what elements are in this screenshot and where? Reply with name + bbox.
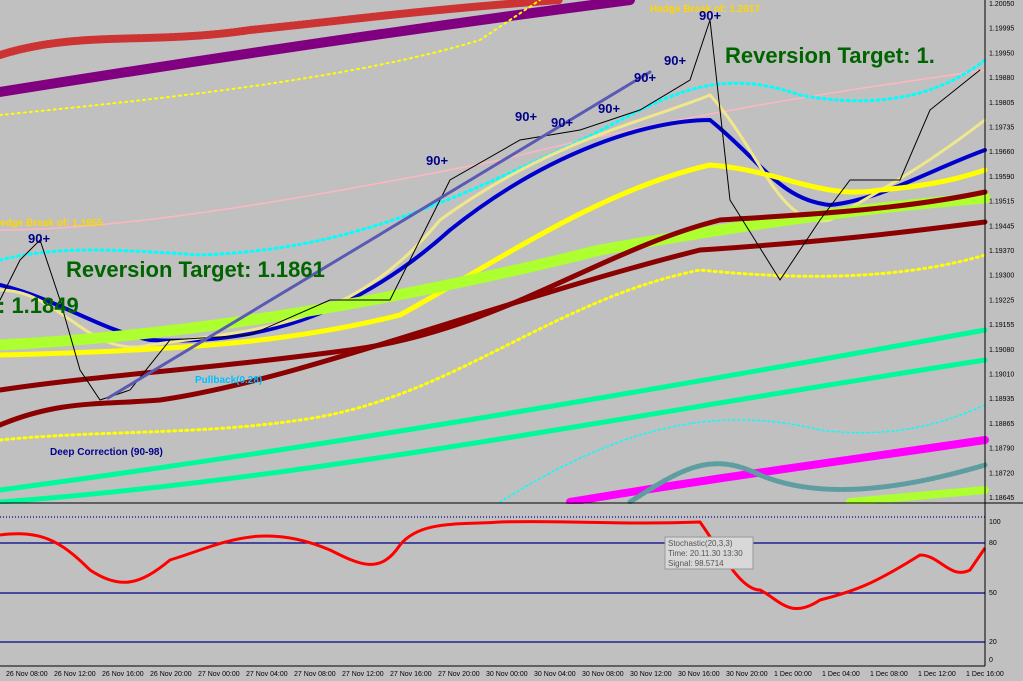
time-label: 1 Dec 12:00 bbox=[918, 671, 956, 678]
price-label: 1.19300 bbox=[989, 273, 1014, 280]
price-label: 1.20050 bbox=[989, 1, 1014, 8]
oscillator-pane bbox=[0, 504, 985, 666]
time-label: 27 Nov 12:00 bbox=[342, 671, 384, 678]
signal-mark: 90+ bbox=[426, 153, 448, 168]
time-label: 27 Nov 00:00 bbox=[198, 671, 240, 678]
price-label: 1.19080 bbox=[989, 347, 1014, 354]
price-label: 1.19370 bbox=[989, 248, 1014, 255]
time-label: 1 Dec 04:00 bbox=[822, 671, 860, 678]
price-label: 1.18865 bbox=[989, 421, 1014, 428]
reversion-label: Reversion Target: 1.1861 bbox=[66, 257, 325, 282]
time-label: 27 Nov 04:00 bbox=[246, 671, 288, 678]
tooltip-text: Stochastic(20,3,3) bbox=[668, 539, 733, 548]
hedge-label: edge Break of: 1.1955 bbox=[0, 218, 103, 229]
reversion-label: Reversion Target: 1. bbox=[725, 43, 935, 68]
price-label: 1.19735 bbox=[989, 125, 1014, 132]
signal-mark: 90+ bbox=[634, 70, 656, 85]
signal-mark: 90+ bbox=[28, 231, 50, 246]
time-label: 30 Nov 16:00 bbox=[678, 671, 720, 678]
time-label: 26 Nov 12:00 bbox=[54, 671, 96, 678]
hedge-label: Hedge Break of: 1.2017 bbox=[650, 4, 760, 15]
price-pane bbox=[0, 0, 985, 502]
price-label: 1.18720 bbox=[989, 470, 1014, 477]
price-label: 1.19515 bbox=[989, 199, 1014, 206]
signal-mark: 90+ bbox=[699, 8, 721, 23]
deep-label: Deep Correction (90-98) bbox=[50, 447, 163, 458]
price-label: 1.19225 bbox=[989, 297, 1014, 304]
osc-label: 0 bbox=[989, 657, 993, 664]
signal-mark: 90+ bbox=[515, 109, 537, 124]
levels bbox=[0, 516, 985, 643]
price-label: 1.18790 bbox=[989, 446, 1014, 453]
time-label: 26 Nov 08:00 bbox=[6, 671, 48, 678]
price-label: 1.19660 bbox=[989, 149, 1014, 156]
time-label: 30 Nov 20:00 bbox=[726, 671, 768, 678]
time-label: 26 Nov 16:00 bbox=[102, 671, 144, 678]
time-label: 1 Dec 00:00 bbox=[774, 671, 812, 678]
time-label: 27 Nov 20:00 bbox=[438, 671, 480, 678]
time-label: 1 Dec 16:00 bbox=[966, 671, 1004, 678]
annotations: Hedge Break of: 1.2017 edge Break of: 1.… bbox=[0, 4, 935, 458]
osc-label: 20 bbox=[989, 639, 997, 646]
price-label: 1.19995 bbox=[989, 26, 1014, 33]
tooltip-text: Signal: 98.5714 bbox=[668, 559, 724, 568]
price-label: 1.19880 bbox=[989, 75, 1014, 82]
time-label: 27 Nov 16:00 bbox=[390, 671, 432, 678]
price-label: 1.19010 bbox=[989, 372, 1014, 379]
time-label: 30 Nov 08:00 bbox=[582, 671, 624, 678]
pullback-label: Pullback(0.28) bbox=[195, 375, 262, 386]
price-label: 1.19805 bbox=[989, 100, 1014, 107]
time-label: 26 Nov 20:00 bbox=[150, 671, 192, 678]
signal-mark: 90+ bbox=[664, 53, 686, 68]
indicators bbox=[0, 0, 991, 506]
osc-label: 80 bbox=[989, 540, 997, 547]
stochastic-line bbox=[0, 520, 987, 611]
reversion-label: : 1.1849 bbox=[0, 293, 79, 318]
time-label: 1 Dec 08:00 bbox=[870, 671, 908, 678]
time-label: 30 Nov 00:00 bbox=[486, 671, 528, 678]
signal-mark: 90+ bbox=[551, 115, 573, 130]
time-label: 30 Nov 04:00 bbox=[534, 671, 576, 678]
signal-mark: 90+ bbox=[598, 101, 620, 116]
price-label: 1.19445 bbox=[989, 223, 1014, 230]
osc-label: 100 bbox=[989, 519, 1001, 526]
price-label: 1.18645 bbox=[989, 495, 1014, 502]
price-label: 1.19590 bbox=[989, 174, 1014, 181]
time-label: 30 Nov 12:00 bbox=[630, 671, 672, 678]
osc-label: 50 bbox=[989, 590, 997, 597]
price-label: 1.19155 bbox=[989, 322, 1014, 329]
price-label: 1.18935 bbox=[989, 396, 1014, 403]
time-label: 27 Nov 08:00 bbox=[294, 671, 336, 678]
tooltip bbox=[664, 536, 754, 570]
price-label: 1.19950 bbox=[989, 50, 1014, 57]
tooltip-text: Time: 20.11.30 13:30 bbox=[668, 549, 743, 558]
